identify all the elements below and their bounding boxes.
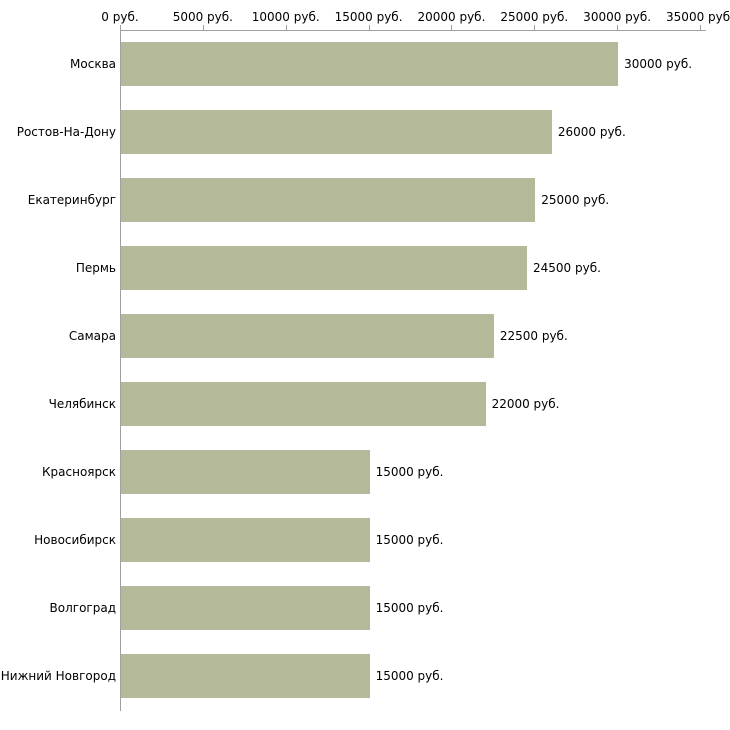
bar [121,382,486,426]
value-label: 22000 руб. [491,397,560,411]
x-tick-label: 5000 руб. [172,10,233,24]
x-tick-label: 10000 руб. [251,10,320,24]
y-axis-line [120,30,121,711]
x-tick-label: 20000 руб. [417,10,486,24]
bar [121,586,370,630]
bar [121,518,370,562]
category-label: Волгоград [49,601,116,615]
x-tick-label: 0 руб. [101,10,139,24]
bar-row: Нижний Новгород 15000 руб. [0,642,730,710]
x-tick-label: 35000 руб. [666,10,730,24]
category-label: Красноярск [42,465,116,479]
category-label: Самара [68,329,116,343]
x-tick-mark [534,25,536,30]
value-label: 30000 руб. [624,57,693,71]
category-label: Ростов-На-Дону [16,125,116,139]
bar [121,654,370,698]
bar-row: Ростов-На-Дону 26000 руб. [0,98,730,166]
bar-row: Самара 22500 руб. [0,302,730,370]
x-tick-label: 25000 руб. [500,10,569,24]
x-tick-label: 15000 руб. [334,10,403,24]
bars-container: Москва 30000 руб. Ростов-На-Дону 26000 руб.… [0,30,730,710]
category-label: Челябинск [48,397,116,411]
bar-row: Екатеринбург 25000 руб. [0,166,730,234]
x-tick-label: 30000 руб. [583,10,652,24]
bar [121,246,527,290]
value-label: 15000 руб. [375,533,444,547]
x-tick-mark [368,25,370,30]
value-label: 24500 руб. [533,261,601,275]
value-label: 22500 руб. [499,329,568,343]
bar [121,178,536,222]
x-tick-mark [202,25,204,30]
x-axis-line [120,30,706,31]
bar [121,42,619,86]
category-label: Новосибирск [34,533,116,547]
value-label: 15000 руб. [375,669,444,683]
value-label: 25000 руб. [541,193,610,207]
bar-row: Красноярск 15000 руб. [0,438,730,506]
x-tick-mark [700,25,701,30]
category-label: Пермь [75,261,116,275]
bar [121,314,494,358]
x-tick-mark [285,25,287,30]
bar-row: Москва 30000 руб. [0,30,730,98]
category-label: Москва [70,57,116,71]
value-label: 15000 руб. [375,465,444,479]
x-tick-mark [451,25,453,30]
value-label: 15000 руб. [375,601,444,615]
bar-row: Волгоград 15000 руб. [0,574,730,642]
x-tick-mark [617,25,619,30]
bar [121,110,552,154]
bar [121,450,370,494]
bar-row: Новосибирск 15000 руб. [0,506,730,574]
category-label: Нижний Новгород [0,669,116,683]
bar-row: Пермь 24500 руб. [0,234,730,302]
value-label: 26000 руб. [557,125,626,139]
category-label: Екатеринбург [27,193,116,207]
x-tick-mark [120,25,121,30]
bar-row: Челябинск 22000 руб. [0,370,730,438]
